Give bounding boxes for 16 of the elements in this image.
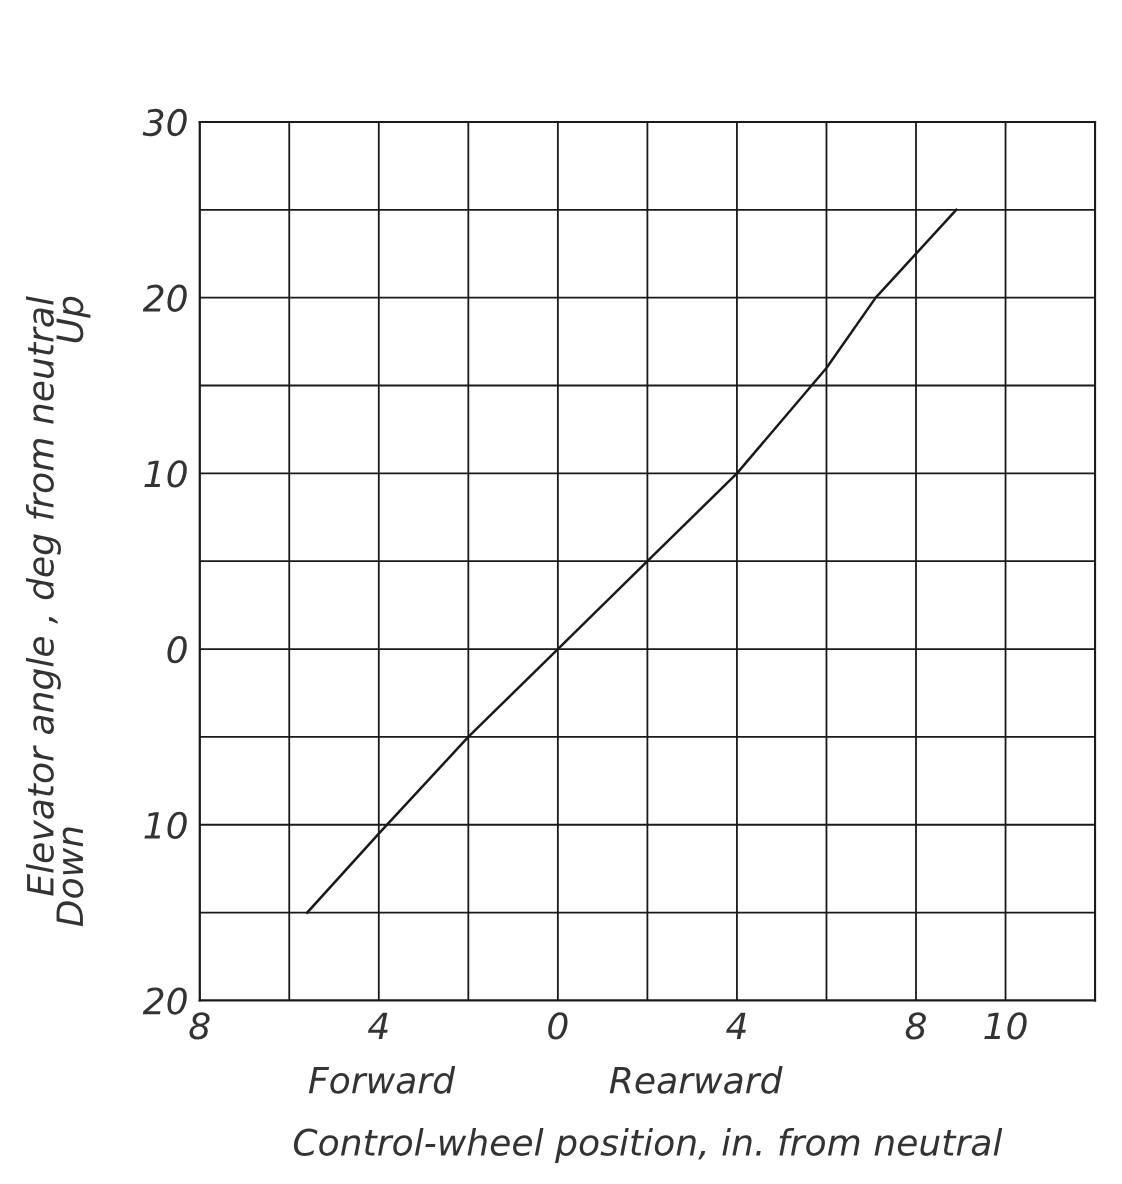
x-axis-title: Control-wheel position, in. from neutral	[293, 1127, 1003, 1163]
y-tick-label: 10	[144, 811, 187, 840]
y-tick-label: 20	[142, 987, 187, 1015]
x-tick-label: 8	[905, 1012, 926, 1040]
text: Down	[56, 827, 84, 927]
y-tick-label: 30	[142, 108, 187, 137]
text: Rearward	[609, 1065, 783, 1094]
text: Forward	[308, 1065, 456, 1094]
x-tick-label: 4	[726, 1012, 746, 1040]
x-tick-label: 4	[367, 1012, 388, 1040]
x-tick-label: 10	[984, 1012, 1027, 1040]
y-tick-label: 20	[142, 284, 187, 312]
y-tick-label: 10	[144, 460, 187, 488]
x-tick-label: 8	[189, 1012, 210, 1040]
x-tick-label: 0	[548, 1012, 568, 1040]
y-tick-label: 0	[167, 635, 187, 664]
